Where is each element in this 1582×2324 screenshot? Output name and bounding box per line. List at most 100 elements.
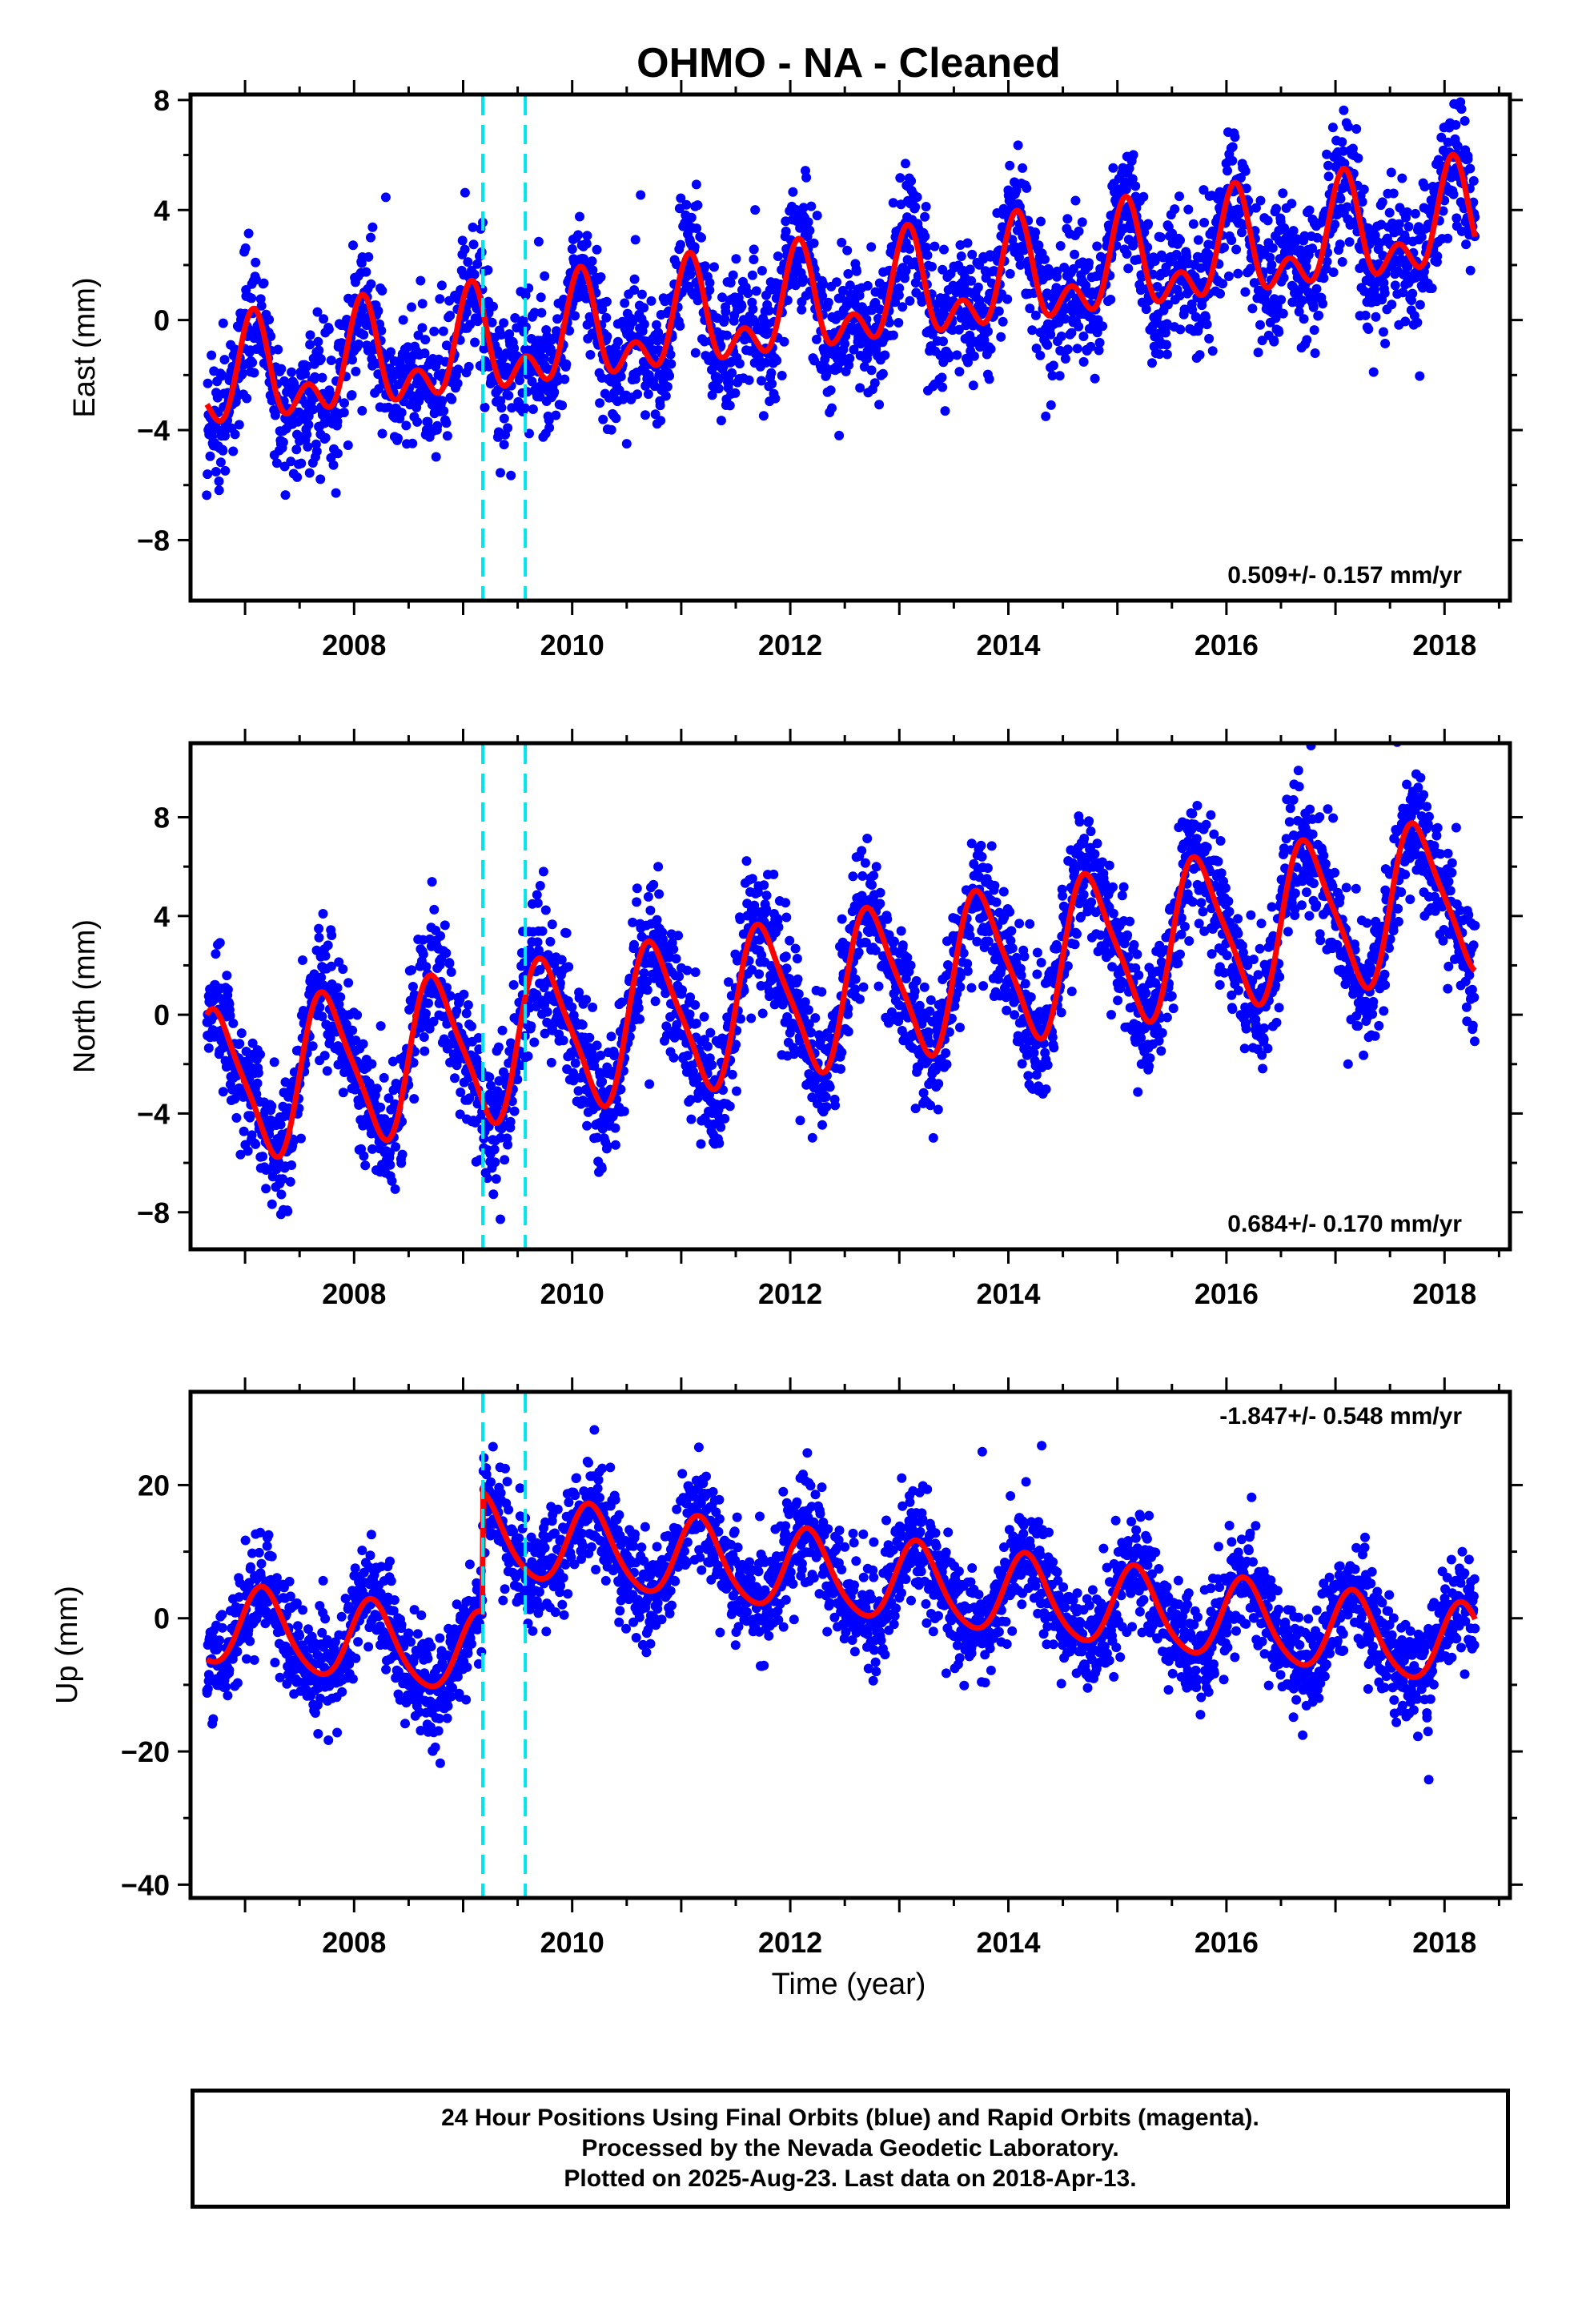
data-point [655, 400, 665, 411]
data-point [858, 982, 869, 992]
data-point [938, 382, 948, 392]
data-point [969, 351, 979, 361]
data-point [807, 1132, 817, 1143]
data-point [671, 954, 681, 964]
data-point [718, 1085, 728, 1096]
data-point [326, 961, 336, 971]
data-point [288, 1136, 299, 1147]
data-point [767, 379, 777, 389]
data-point [573, 1086, 584, 1096]
data-point [850, 974, 861, 984]
data-point [725, 278, 736, 288]
data-point [328, 460, 339, 470]
data-point [549, 387, 560, 397]
data-point [766, 368, 777, 378]
data-point [1278, 308, 1288, 319]
data-point [486, 1080, 496, 1091]
data-point [1231, 244, 1242, 255]
data-point [1263, 215, 1273, 226]
data-point [314, 923, 324, 934]
data-point [520, 403, 530, 413]
data-point [239, 1126, 249, 1136]
data-point [351, 1035, 361, 1046]
data-point [1048, 360, 1058, 371]
data-point [1451, 120, 1461, 130]
data-point [367, 222, 378, 232]
data-point [1160, 328, 1170, 338]
data-point [407, 965, 417, 975]
data-point [782, 296, 793, 305]
data-point [905, 243, 915, 254]
data-point [639, 319, 649, 329]
data-point [506, 1038, 516, 1048]
data-point [383, 402, 394, 412]
data-point [1147, 358, 1157, 368]
data-point [690, 967, 701, 977]
data-point [1330, 219, 1340, 230]
data-point [480, 402, 490, 412]
data-point [812, 211, 822, 221]
data-point [496, 468, 505, 478]
data-point [821, 369, 832, 380]
data-point [910, 1104, 921, 1114]
data-point [777, 999, 788, 1010]
data-point [467, 1021, 476, 1031]
data-point [453, 364, 464, 375]
data-point [323, 940, 333, 951]
data-point [419, 1032, 429, 1042]
data-point [843, 1003, 853, 1014]
data-point [888, 330, 898, 340]
data-point [1380, 339, 1391, 348]
data-point [1415, 300, 1425, 310]
data-point [367, 1144, 377, 1154]
data-point [877, 368, 888, 379]
data-point [1036, 216, 1046, 227]
data-point [773, 922, 784, 932]
data-point [728, 270, 738, 280]
data-point [636, 190, 646, 200]
data-point [941, 1048, 951, 1058]
data-point [1128, 150, 1138, 160]
data-point [207, 350, 217, 360]
data-point [374, 384, 384, 394]
data-point [247, 357, 258, 368]
data-point [243, 228, 254, 239]
data-point [251, 1089, 262, 1100]
data-point [1059, 263, 1070, 272]
data-point [1402, 207, 1412, 217]
data-point [657, 927, 668, 938]
data-point [1321, 263, 1331, 274]
data-point [817, 291, 828, 301]
data-point [1218, 279, 1228, 289]
data-point [724, 378, 734, 388]
data-point [575, 211, 584, 222]
data-point [325, 1033, 335, 1043]
data-point [697, 232, 706, 243]
data-point [401, 420, 412, 431]
data-point [1255, 320, 1265, 330]
data-point [493, 384, 504, 395]
data-point [1403, 262, 1413, 271]
data-point [1090, 373, 1100, 384]
data-point [652, 320, 661, 330]
data-point [1060, 354, 1070, 364]
data-point [1259, 245, 1270, 255]
data-point [1162, 349, 1172, 360]
data-point [1030, 227, 1041, 238]
data-point [318, 909, 328, 919]
data-point [203, 469, 213, 480]
data-point [1335, 194, 1346, 204]
data-point [1279, 272, 1289, 283]
data-point [315, 474, 326, 485]
data-point [397, 1149, 408, 1160]
data-point [1195, 350, 1205, 360]
data-point [444, 959, 455, 969]
data-point [510, 313, 520, 323]
data-point [642, 976, 652, 987]
data-point [606, 424, 616, 435]
data-point [273, 344, 283, 355]
data-point [298, 955, 307, 965]
data-point [862, 280, 873, 291]
data-point [632, 883, 642, 894]
data-point [1387, 300, 1397, 310]
